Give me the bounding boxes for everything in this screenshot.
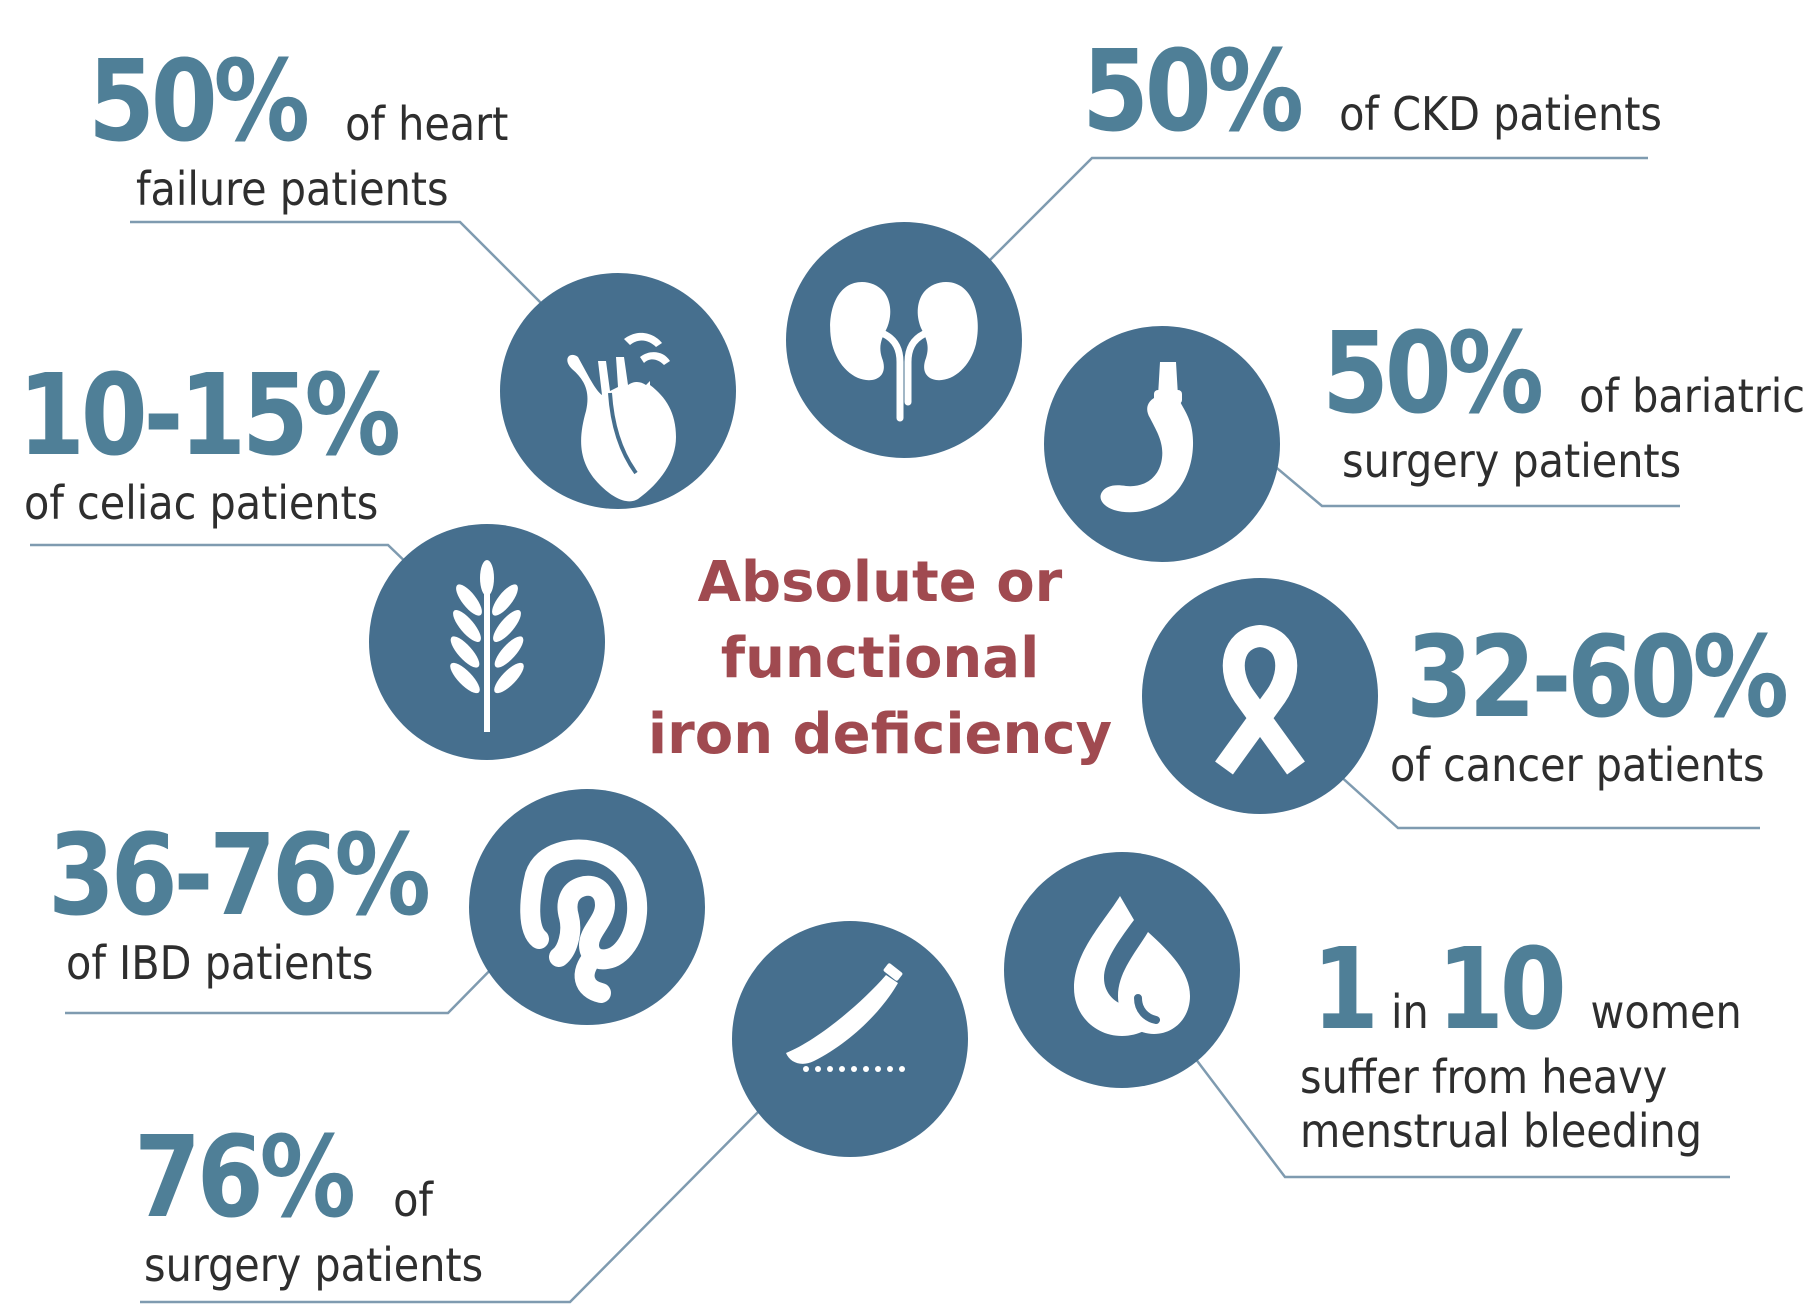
connector-ibd	[65, 954, 506, 1015]
stat-cancer-value: 32-60%	[1406, 613, 1789, 743]
stat-menstrual-in: in	[1390, 985, 1429, 1039]
stat-celiac-value: 10-15%	[18, 351, 401, 481]
heart-icon	[567, 332, 676, 502]
stat-bariatric-text1: of bariatric	[1579, 369, 1806, 423]
intestine-circle	[469, 789, 705, 1025]
wheat-circle	[369, 524, 605, 760]
stat-ckd-value: 50%	[1082, 27, 1304, 157]
stat-menstrual-text2: suffer from heavy	[1300, 1050, 1668, 1104]
scalpel-circle	[732, 921, 968, 1157]
connector-cancer	[1317, 755, 1760, 830]
connector-surgery	[140, 1099, 771, 1304]
stat-menstrual-value1: 1	[1312, 925, 1379, 1055]
kidneys-icon	[830, 282, 978, 422]
connector-ckd	[981, 156, 1648, 269]
ribbon-circle	[1142, 578, 1378, 814]
center-title-line1: Absolute or	[697, 550, 1063, 615]
connector-menstrual	[1169, 1024, 1730, 1179]
stat-ibd-text1: of IBD patients	[66, 936, 374, 990]
stat-cancer: 32-60% of cancer patients	[1390, 613, 1820, 788]
stat-menstrual-text3: menstrual bleeding	[1300, 1104, 1703, 1158]
stat-heart-text1: of heart	[345, 97, 509, 151]
stat-celiac: 10-15% of celiac patients	[18, 360, 458, 526]
wheat-icon	[450, 560, 524, 732]
stat-surgery: 76% of surgery patients	[134, 1122, 483, 1288]
stat-heart-text2: failure patients	[136, 162, 449, 216]
ribbon-icon	[1215, 625, 1305, 775]
stat-surgery-text1: of	[393, 1173, 433, 1227]
stat-heart-value: 50%	[88, 37, 310, 167]
connector-heart	[130, 220, 551, 313]
center-title-line3: iron deficiency	[647, 702, 1113, 767]
stat-bariatric: 50% of bariatric surgery patients	[1322, 318, 1805, 484]
blood-drop-icon	[1074, 896, 1190, 1036]
intestine-icon	[520, 839, 648, 1003]
scalpel-icon	[786, 963, 905, 1072]
stomach-icon	[1100, 362, 1194, 513]
stat-cancer-text1: of cancer patients	[1390, 738, 1765, 792]
stat-bariatric-value: 50%	[1322, 309, 1544, 439]
stat-ibd-value: 36-76%	[48, 811, 431, 941]
stat-surgery-text2: surgery patients	[144, 1238, 484, 1292]
stat-surgery-value: 76%	[134, 1113, 356, 1243]
center-title: Absolute or functional iron deficiency	[620, 545, 1140, 773]
stat-menstrual-value2: 10	[1436, 925, 1567, 1055]
stat-menstrual-text1: women	[1590, 985, 1742, 1039]
stat-bariatric-text2: surgery patients	[1342, 434, 1682, 488]
stat-ibd: 36-76% of IBD patients	[48, 820, 488, 986]
stomach-circle	[1044, 326, 1280, 562]
kidneys-circle	[786, 222, 1022, 458]
heart-circle	[500, 273, 736, 509]
center-title-line2: functional	[720, 626, 1040, 691]
stat-heart-failure: 50% of heart failure patients	[88, 46, 508, 212]
stat-ckd: 50% of CKD patients	[1082, 36, 1662, 148]
stat-ckd-text1: of CKD patients	[1339, 87, 1662, 141]
blood-drop-circle	[1004, 852, 1240, 1088]
stat-menstrual: 1 in10 women suffer from heavy menstrual b…	[1300, 925, 1742, 1154]
stat-celiac-text1: of celiac patients	[24, 476, 379, 530]
